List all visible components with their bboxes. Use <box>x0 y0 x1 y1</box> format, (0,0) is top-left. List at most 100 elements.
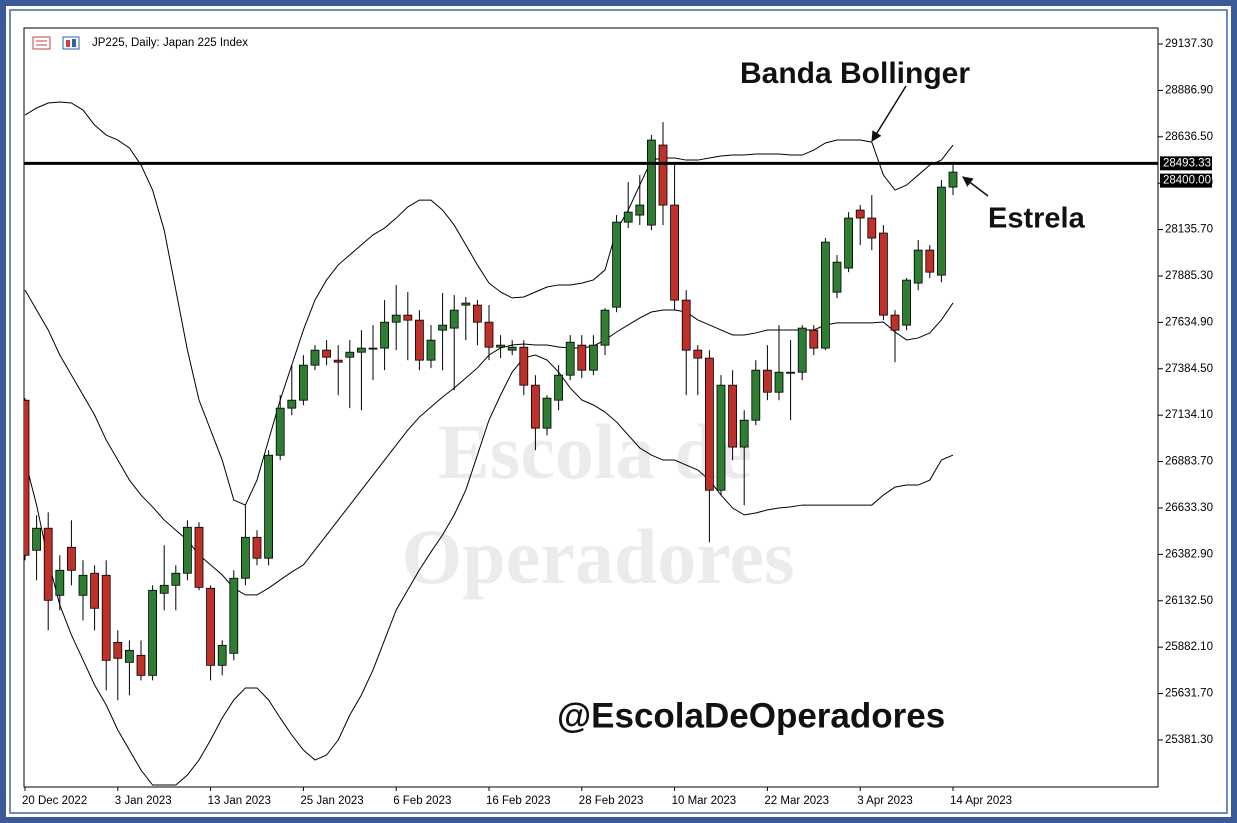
candle-body <box>925 249 935 273</box>
candle-body <box>182 526 192 574</box>
candle-body <box>194 526 204 588</box>
candle-body <box>763 369 772 393</box>
x-tick-label: 10 Mar 2023 <box>672 795 737 807</box>
candle-body <box>90 572 99 609</box>
candle-body <box>229 577 239 654</box>
candle-body <box>832 261 842 293</box>
candle-body <box>125 649 134 663</box>
x-tick-label: 3 Apr 2023 <box>857 795 913 807</box>
candle-body <box>565 341 575 376</box>
candle-body <box>879 232 888 316</box>
candle-body <box>345 351 355 358</box>
y-tick-label: 27634.90 <box>1165 316 1213 328</box>
x-tick-label: 25 Jan 2023 <box>300 795 363 807</box>
y-tick-label: 26883.70 <box>1165 456 1213 468</box>
y-tick-label: 28135.70 <box>1165 224 1213 236</box>
candle-body <box>542 397 552 429</box>
candle-body <box>368 347 378 350</box>
candle-body <box>681 299 691 351</box>
price-label-box <box>1160 173 1212 188</box>
y-tick-label: 25381.30 <box>1165 734 1213 746</box>
candle-body <box>310 349 320 366</box>
candle-body <box>519 346 529 386</box>
bollinger-upper <box>24 101 954 506</box>
candle-body <box>589 344 598 371</box>
candle-body <box>774 371 784 393</box>
icon <box>62 36 80 50</box>
candle-body <box>612 221 621 308</box>
candle-body <box>786 371 795 374</box>
candle-body <box>426 339 436 361</box>
y-tick-label: 29137.30 <box>1165 38 1213 50</box>
candle-body <box>623 211 633 223</box>
candle-body <box>403 314 413 321</box>
x-tick-label: 20 Dec 2022 <box>22 795 87 807</box>
candle-body <box>670 204 679 301</box>
y-tick-label: 27134.10 <box>1165 409 1213 421</box>
price-label: 28400.00 <box>1163 175 1211 187</box>
candle-body <box>507 346 517 351</box>
y-tick-label: 25882.10 <box>1165 641 1213 653</box>
candle-body <box>32 527 41 551</box>
candle-body <box>890 314 900 331</box>
plot-area <box>24 101 958 786</box>
candle-body <box>461 302 471 306</box>
inner-frame <box>9 9 1228 814</box>
watermark: Escola de <box>438 408 752 495</box>
candle-body <box>913 249 923 284</box>
annotation: Banda Bollinger <box>740 57 970 90</box>
candle-body <box>78 574 88 596</box>
candle-body <box>43 527 53 601</box>
candle-body <box>159 584 169 594</box>
candle-body <box>635 204 645 216</box>
candle-body <box>148 589 158 676</box>
y-tick-label: 26132.50 <box>1165 595 1213 607</box>
icon <box>32 36 51 50</box>
bollinger-lower <box>24 354 954 786</box>
candle-body <box>948 171 958 188</box>
y-tick-label: 27885.30 <box>1165 270 1213 282</box>
candle-body <box>217 644 227 666</box>
candle-body <box>298 364 308 401</box>
candle-body <box>322 349 332 358</box>
annotation-arrow <box>962 176 989 197</box>
candle-body <box>264 454 274 559</box>
candle-body <box>577 344 587 371</box>
icon <box>72 39 76 47</box>
x-tick-label: 14 Apr 2023 <box>950 795 1012 807</box>
price-label-box <box>1160 156 1212 171</box>
annotation: Estrela <box>988 203 1086 235</box>
candle-body <box>356 347 366 353</box>
candle-body <box>855 209 865 219</box>
candle-body <box>728 384 737 448</box>
candle-body <box>101 574 111 661</box>
candle-body <box>113 641 123 659</box>
candle-body <box>867 217 877 239</box>
candle-body <box>252 536 262 559</box>
candle-body <box>171 572 181 586</box>
candle-body <box>716 384 726 491</box>
header-icons <box>32 36 80 50</box>
candle-body <box>240 536 250 579</box>
x-tick-label: 16 Feb 2023 <box>486 795 551 807</box>
x-tick-label: 3 Jan 2023 <box>115 795 172 807</box>
candle-body <box>438 324 448 331</box>
y-tick-label: 27384.50 <box>1165 363 1213 375</box>
watermark: Operadores <box>402 513 795 600</box>
candle-body <box>751 369 761 421</box>
candle-body <box>472 304 482 323</box>
candle-body <box>24 399 30 556</box>
annotation-arrow <box>871 85 907 142</box>
candle-body <box>206 587 216 666</box>
candle-body <box>275 407 285 456</box>
candle-body <box>449 309 459 329</box>
candle-body <box>287 399 297 409</box>
candle-body <box>647 139 656 226</box>
candle-body <box>658 144 668 206</box>
candle-body <box>414 319 424 361</box>
candle-body <box>136 654 146 676</box>
x-tick-label: 22 Mar 2023 <box>764 795 829 807</box>
